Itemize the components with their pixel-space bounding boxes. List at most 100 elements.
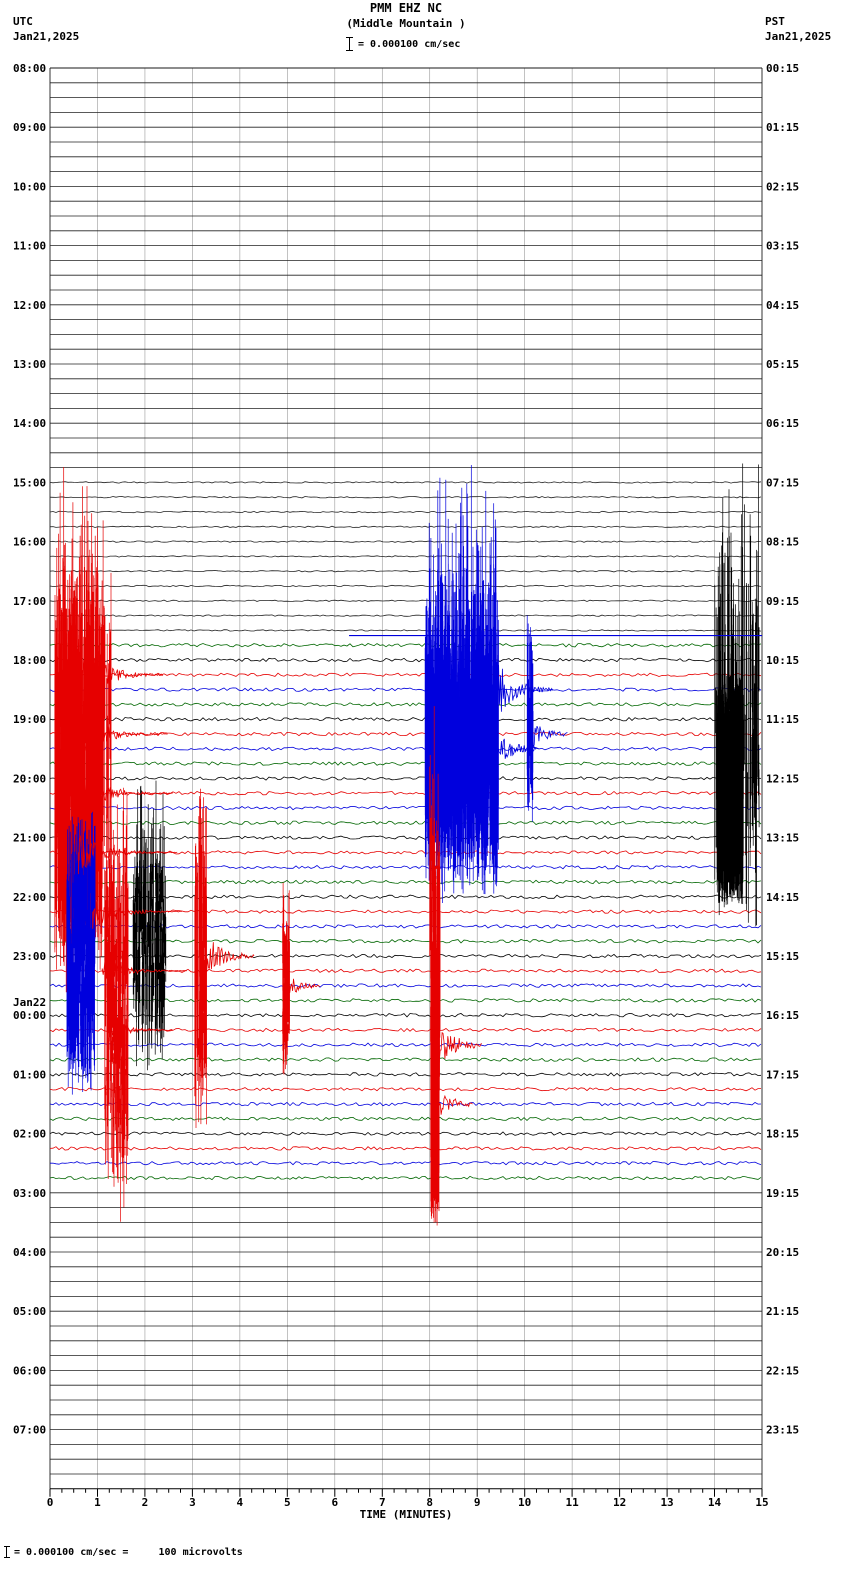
red-coda-7: [106, 1020, 173, 1036]
blue-coda-2: [498, 738, 539, 759]
seismogram-trace: [49, 702, 762, 707]
utc-hour-label: 13:00: [13, 358, 46, 371]
x-tick-label: 15: [755, 1496, 768, 1509]
pst-date: Jan21,2025: [765, 30, 832, 43]
utc-hour-label: 02:00: [13, 1128, 46, 1141]
x-tick-label: 12: [613, 1496, 626, 1509]
seismogram-trace: [49, 614, 762, 617]
red-coda-5: [92, 900, 182, 929]
pst-hour-label: 17:15: [766, 1068, 799, 1081]
utc-hour-label: 08:00: [13, 62, 46, 75]
seismogram-trace: [49, 864, 762, 870]
seismogram-trace: [49, 998, 762, 1003]
seismogram-trace: [49, 496, 762, 499]
utc-hour-label: 09:00: [13, 121, 46, 134]
seismogram-trace: [49, 761, 762, 766]
utc-hour-label: 12:00: [13, 299, 46, 312]
scale-text: = 0.000100 cm/sec: [358, 38, 461, 50]
seismogram-trace: [49, 1116, 762, 1121]
seismogram-trace: [49, 746, 762, 752]
seismogram-trace: [49, 643, 762, 648]
seismogram-trace: [49, 657, 762, 663]
seismogram-trace: [49, 909, 762, 914]
pst-hour-label: 07:15: [766, 476, 799, 489]
pst-hour-label: 05:15: [766, 358, 799, 371]
pst-hour-label: 21:15: [766, 1305, 799, 1318]
seismogram-trace: [49, 1042, 762, 1047]
seismogram-trace: [49, 953, 762, 959]
station-title: PMM EHZ NC: [369, 1, 443, 15]
x-tick-label: 5: [284, 1496, 291, 1509]
seismogram-trace: [49, 510, 762, 514]
seismogram-trace: [49, 672, 762, 678]
x-tick-label: 2: [142, 1496, 149, 1509]
pst-hour-label: 14:15: [766, 891, 799, 904]
pst-hour-label: 06:15: [766, 417, 799, 430]
utc-hour-label: 00:00: [13, 1009, 46, 1022]
utc-hour-label: 16:00: [13, 536, 46, 549]
seismogram-trace: [49, 924, 762, 929]
amplitude-scale: = 0.000100 cm/sec: [346, 37, 460, 51]
x-tick-label: 11: [566, 1496, 580, 1509]
utc-hour-label: 21:00: [13, 832, 46, 845]
seismogram-trace: [49, 1072, 762, 1077]
seismogram-trace: [49, 820, 762, 825]
pst-hour-label: 19:15: [766, 1187, 799, 1200]
seismogram-trace: [49, 805, 762, 811]
seismogram-trace: [49, 879, 762, 885]
black-aftershocks: [132, 780, 167, 1071]
pst-hour-label: 10:15: [766, 654, 799, 667]
seismogram-trace: [49, 1087, 761, 1092]
seismogram-trace: [49, 1057, 762, 1062]
footer-scale-text: = 0.000100 cm/sec = 100 microvolts: [14, 1546, 243, 1558]
x-tick-label: 8: [426, 1496, 433, 1509]
utc-hour-label: 17:00: [13, 595, 46, 608]
plot-header: PMM EHZ NC (Middle Mountain ): [50, 1, 762, 30]
black-event-peaks: [714, 463, 760, 927]
pst-hour-label: 00:15: [766, 62, 799, 75]
seismogram-trace: [49, 835, 762, 840]
red-coda-8min-1: [438, 1032, 482, 1063]
seismogram-trace: [49, 731, 762, 737]
utc-hour-label: 20:00: [13, 772, 46, 785]
x-tick-label: 13: [660, 1496, 673, 1509]
utc-hour-label: 04:00: [13, 1246, 46, 1259]
seismogram-trace: [49, 1146, 762, 1151]
pst-header: PST Jan21,2025: [765, 14, 831, 44]
pst-hour-label: 12:15: [766, 772, 799, 785]
pst-hour-label: 11:15: [766, 713, 799, 726]
seismogram-trace: [49, 629, 762, 632]
pst-hour-label: 15:15: [766, 950, 799, 963]
seismogram-trace: [49, 1101, 762, 1107]
utc-hour-label: 18:00: [13, 654, 46, 667]
station-subtitle: (Middle Mountain ): [346, 17, 466, 30]
x-tick-label: 3: [189, 1496, 196, 1509]
red-coda-6: [101, 959, 187, 977]
seismogram-trace: [49, 983, 762, 988]
utc-hour-label: 10:00: [13, 180, 46, 193]
x-tick-label: 14: [708, 1496, 722, 1509]
utc-date-change-label: Jan22: [13, 996, 46, 1009]
pst-timezone-label: PST: [765, 15, 785, 28]
pst-hour-label: 23:15: [766, 1424, 799, 1437]
utc-hour-label: 19:00: [13, 713, 46, 726]
red-spike-5min: [282, 882, 290, 1075]
blue-left-aftershock: [66, 811, 96, 1095]
blue-event-peaks: [428, 465, 497, 894]
utc-hour-label: 01:00: [13, 1068, 46, 1081]
x-axis-title: TIME (MINUTES): [359, 1508, 453, 1521]
blue-spike-10min: [526, 615, 534, 822]
utc-date: Jan21,2025: [13, 30, 80, 43]
utc-header: UTC Jan21,2025: [13, 14, 79, 44]
red-coda-5min: [289, 978, 321, 994]
red-coda-4: [78, 834, 178, 875]
blue-coda-1: [498, 664, 554, 712]
red-column-8min-dense: [430, 929, 440, 1226]
red-coda-2: [73, 702, 168, 766]
pst-hour-label: 20:15: [766, 1246, 799, 1259]
utc-hour-label: 05:00: [13, 1305, 46, 1318]
pst-hour-label: 09:15: [766, 595, 799, 608]
seismogram-trace: [49, 540, 761, 543]
